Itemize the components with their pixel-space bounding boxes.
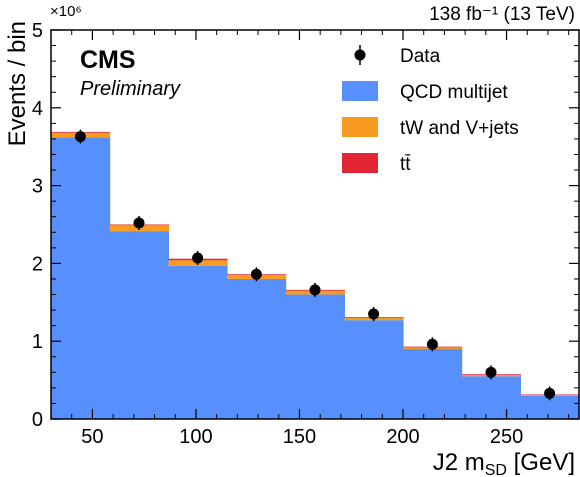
- legend-label: Data: [400, 46, 441, 67]
- y-tick-label: 2: [32, 253, 43, 275]
- bar-1-bin-9: [520, 395, 580, 419]
- y-axis-title: Events / bin: [4, 21, 31, 146]
- y-tick-label: 1: [32, 331, 43, 353]
- legend-marker: [354, 49, 366, 61]
- x-tick-label: 100: [179, 426, 212, 448]
- bar-1-bin-8: [461, 376, 522, 419]
- x-tick-label: 250: [490, 426, 523, 448]
- data-point: [544, 387, 556, 399]
- x-tick-label: 200: [386, 426, 419, 448]
- y-tick-label: 3: [32, 176, 43, 198]
- bar-1-bin-3: [168, 265, 228, 419]
- luminosity-label: 138 fb⁻¹ (13 TeV): [429, 4, 575, 25]
- data-point: [250, 268, 262, 280]
- bar-1-bin-4: [227, 278, 287, 419]
- cms-label: CMS: [80, 46, 136, 74]
- x-axis-title-subscript: SD: [485, 462, 507, 477]
- legend-label: tW and V+jets: [400, 118, 519, 139]
- legend-label: tt̄: [400, 154, 411, 175]
- data-point: [309, 284, 321, 296]
- y-tick-label: 0: [32, 409, 43, 431]
- bar-1-bin-5: [285, 294, 346, 419]
- x-axis-title: J2 mSD [GeV]: [433, 449, 575, 477]
- x-axis-title-main: J2 m: [433, 449, 485, 476]
- histogram-bars: [51, 131, 580, 419]
- legend-swatch: [342, 153, 378, 173]
- data-point: [426, 338, 438, 350]
- data-point: [485, 366, 497, 378]
- preliminary-label: Preliminary: [80, 78, 181, 100]
- legend-label: QCD multijet: [400, 82, 508, 103]
- data-point: [133, 217, 145, 229]
- data-points: [74, 129, 556, 401]
- data-point: [74, 131, 86, 143]
- bar-1-bin-6: [344, 320, 404, 419]
- bar-1-bin-7: [403, 348, 463, 419]
- plot-frame: [50, 29, 580, 420]
- y-tick-label: 5: [32, 20, 43, 42]
- legend-swatch: [342, 117, 378, 137]
- data-point: [368, 308, 380, 320]
- legend: Data QCD multijet tW and V+jets tt̄: [342, 45, 519, 175]
- x-tick-label: 150: [283, 426, 316, 448]
- y-multiplier-label: ×10⁶: [50, 3, 82, 20]
- x-axis-title-unit: [GeV]: [507, 449, 575, 476]
- axis-ticks: 50 100 150 200 250 0 1 2 3 4 5: [32, 20, 579, 448]
- bar-1-bin-1: [51, 137, 111, 419]
- x-tick-label: 50: [81, 426, 103, 448]
- legend-swatch: [342, 81, 378, 101]
- bar-1-bin-2: [109, 231, 170, 419]
- data-point: [192, 252, 204, 264]
- y-tick-label: 4: [32, 98, 43, 120]
